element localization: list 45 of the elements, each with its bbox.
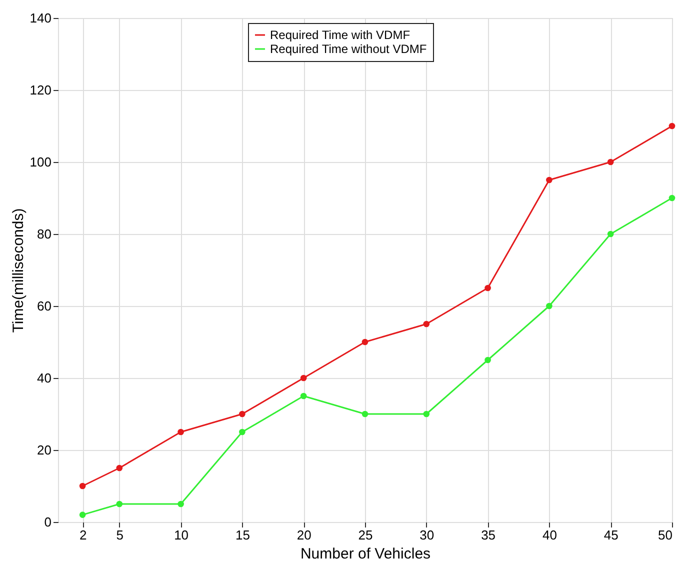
y-tick-label: 20 (37, 442, 52, 458)
y-tick-label: 120 (30, 82, 52, 98)
point (423, 320, 430, 328)
y-tick-label: 140 (30, 10, 52, 26)
point (300, 374, 307, 382)
point (607, 230, 614, 238)
x-tick-label: 20 (296, 528, 312, 542)
legend-label: Required Time without VDMF (270, 42, 427, 56)
y-axis-title: Time(milliseconds) (10, 208, 27, 333)
point (484, 284, 491, 292)
x-tick-label: 35 (481, 528, 496, 542)
x-tick-label: 25 (358, 528, 373, 542)
x-tick-label: 40 (542, 528, 557, 542)
point (79, 482, 86, 490)
point (546, 302, 552, 310)
point (116, 464, 123, 472)
point (239, 410, 246, 418)
x-tick-label: 45 (604, 528, 618, 542)
y-tick-label: 100 (30, 154, 52, 170)
y-tick-label: 0 (44, 514, 52, 530)
point (178, 428, 184, 436)
x-tick-label: 30 (420, 528, 434, 542)
x-tick-label: 5 (116, 528, 124, 542)
x-tick-label: 2 (79, 528, 87, 542)
y-tick-label: 80 (37, 226, 52, 242)
legend-label: Required Time with VDMF (270, 28, 410, 42)
point (484, 356, 491, 364)
point (546, 176, 552, 184)
point (362, 338, 368, 346)
y-tick-label: 40 (37, 370, 52, 386)
point (239, 428, 246, 436)
x-axis-title: Number of Vehicles (300, 546, 431, 562)
point (300, 392, 307, 400)
x-tick-label: 50 (658, 528, 672, 542)
y-tick-label: 60 (37, 298, 52, 314)
point (423, 410, 430, 418)
point (362, 410, 368, 418)
point (668, 194, 676, 202)
point (668, 122, 676, 130)
point (607, 158, 614, 166)
x-tick-label: 10 (174, 528, 189, 542)
point (79, 512, 86, 518)
point (178, 500, 184, 508)
x-tick-label: 15 (235, 528, 250, 542)
point (116, 500, 123, 508)
